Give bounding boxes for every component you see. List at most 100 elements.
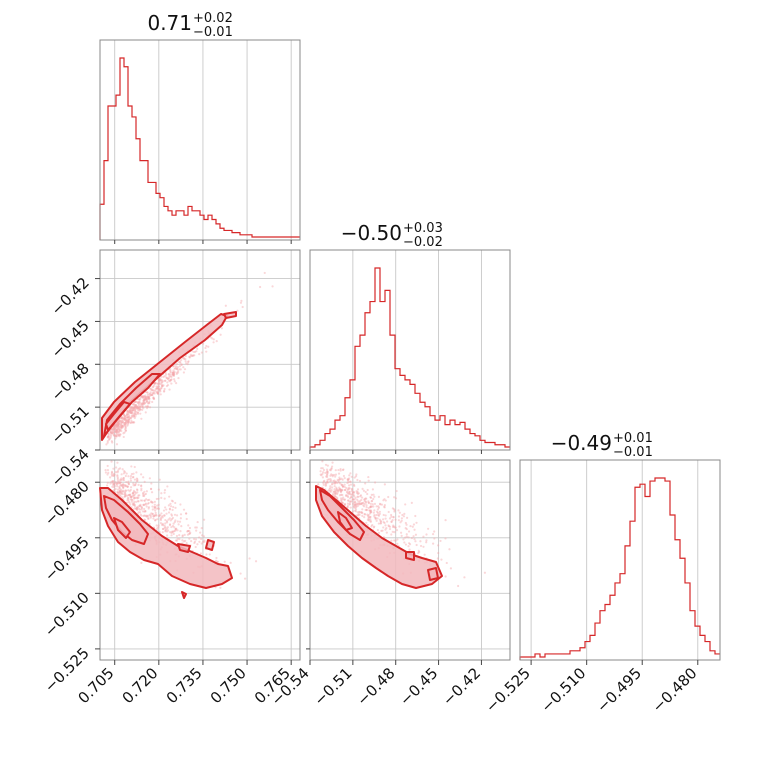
sample-point (185, 362, 188, 365)
sample-point (135, 404, 138, 408)
sample-point (151, 392, 154, 395)
sample-point (324, 471, 327, 474)
sample-point (341, 484, 344, 487)
title-lower-error: −0.01 (613, 445, 653, 460)
sample-point (177, 523, 180, 526)
sample-point (132, 503, 135, 506)
sample-point (160, 378, 163, 381)
sample-point (352, 501, 355, 504)
sample-point (133, 414, 136, 417)
sample-point (158, 381, 161, 384)
sample-point (189, 531, 192, 534)
sample-point (120, 421, 123, 424)
sample-point (126, 415, 130, 419)
sample-point (122, 476, 125, 480)
contour-line (181, 591, 187, 599)
sample-point (113, 484, 117, 488)
sample-point (123, 415, 126, 418)
sample-point (149, 391, 152, 394)
sample-point (352, 483, 356, 486)
sample-point (132, 491, 135, 495)
contour-set-1 (99, 487, 233, 599)
sample-point (161, 531, 164, 534)
sample-point (122, 432, 125, 435)
sample-point (133, 408, 136, 412)
sample-point (154, 511, 157, 514)
sample-point (422, 535, 425, 538)
sample-point (132, 494, 136, 497)
sample-point (365, 501, 368, 504)
sample-point (367, 501, 370, 505)
sample-point (183, 358, 186, 361)
sample-point (129, 421, 132, 425)
sample-point (379, 522, 382, 525)
sample-point (129, 495, 132, 498)
sample-point (118, 490, 121, 493)
sample-point (352, 505, 355, 508)
sample-point (151, 386, 154, 389)
sample-point (132, 409, 135, 412)
sample-point (162, 509, 166, 512)
sample-point (175, 367, 179, 371)
sample-point (167, 518, 170, 521)
sample-point (156, 391, 160, 394)
sample-point (118, 419, 121, 422)
sample-point (146, 404, 149, 408)
sample-point (163, 374, 166, 378)
sample-point (322, 483, 325, 486)
sample-point (348, 487, 351, 490)
sample-point (145, 407, 149, 410)
sample-point (387, 510, 390, 514)
sample-point (151, 392, 155, 395)
sample-point (161, 522, 164, 525)
sample-point (195, 526, 198, 529)
sample-point (114, 429, 117, 432)
sample-point (114, 423, 117, 426)
sample-point (146, 395, 150, 398)
sample-point (404, 527, 407, 530)
sample-point (340, 489, 343, 492)
sample-point (144, 411, 147, 414)
sample-point (122, 417, 125, 420)
sample-point (188, 532, 191, 535)
sample-point (142, 396, 145, 400)
sample-point (161, 527, 165, 531)
sample-point (155, 514, 158, 517)
sample-point (126, 420, 129, 423)
sample-point (457, 584, 460, 588)
sample-point (130, 406, 133, 409)
sample-point (129, 411, 132, 414)
sample-point (165, 384, 169, 388)
sample-point (329, 480, 332, 483)
sample-point (345, 494, 348, 498)
sample-point (342, 474, 346, 478)
sample-point (368, 509, 372, 513)
sample-point (117, 427, 120, 430)
sample-point (175, 363, 179, 366)
sample-point (146, 391, 149, 394)
sample-point (181, 539, 184, 542)
sample-point (169, 375, 172, 378)
sample-point (136, 411, 139, 414)
sample-point (174, 365, 177, 368)
sample-point (114, 426, 117, 429)
sample-point (129, 410, 132, 413)
sample-point (337, 489, 340, 492)
sample-point (382, 520, 385, 524)
sample-point (171, 372, 174, 375)
sample-point (157, 382, 160, 385)
sample-point (106, 435, 109, 439)
x-tick-label: −0.42 (439, 664, 484, 709)
sample-point (112, 430, 115, 434)
sample-point (156, 527, 159, 530)
sample-point (353, 498, 356, 501)
sample-point (141, 405, 144, 408)
sample-point (112, 426, 115, 429)
sample-point (115, 431, 118, 434)
sample-point (186, 530, 189, 533)
sample-point (353, 504, 356, 507)
sample-point (319, 470, 322, 473)
sample-point (417, 551, 420, 555)
sample-point (162, 390, 166, 393)
sample-point (357, 495, 360, 498)
